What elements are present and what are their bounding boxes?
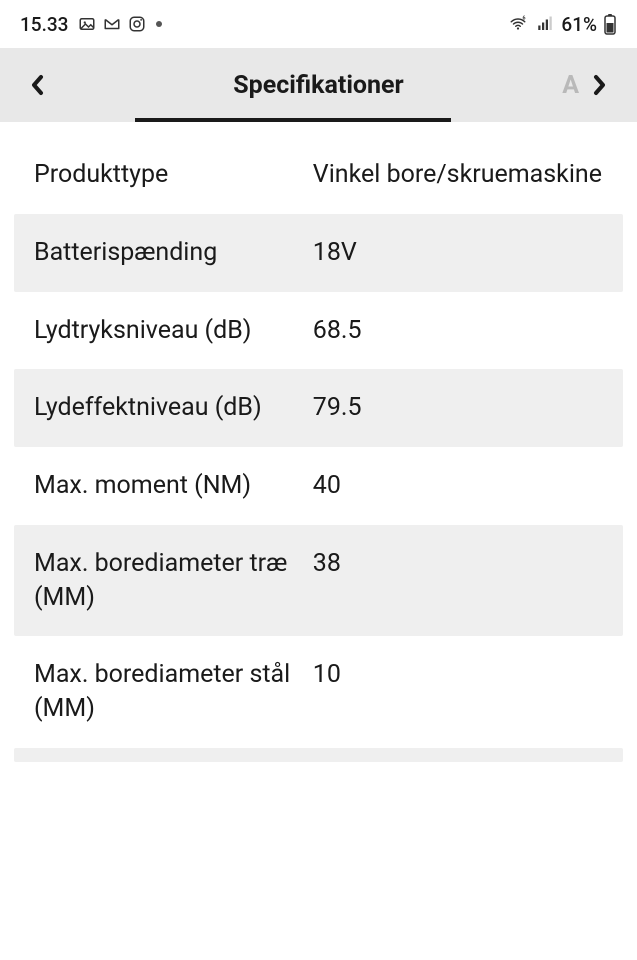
status-notification-icons [78, 15, 162, 33]
android-status-bar: 15.33 6 61% [0, 0, 637, 48]
table-row: Max. borediameter stål (MM) 10 [14, 636, 623, 748]
tab-active-underline [135, 118, 451, 122]
spec-label: Batterispænding [34, 236, 313, 270]
spec-label: Lydeffektniveau (dB) [34, 391, 313, 425]
gmail-icon [102, 15, 122, 33]
table-row: Lydtryksniveau (dB) 68.5 [14, 292, 623, 370]
spec-value: 38 [313, 547, 603, 615]
spec-value: Vinkel bore/skruemaskine [313, 158, 603, 192]
table-row: Produkttype Vinkel bore/skruemaskine [14, 136, 623, 214]
tab-title-wrap: Specifikationer [58, 71, 579, 100]
spec-label: Lydtryksniveau (dB) [34, 314, 313, 348]
status-time: 15.33 [20, 13, 68, 36]
status-left: 15.33 [20, 13, 162, 36]
battery-percentage: 61% [561, 13, 597, 36]
spec-value: 10 [313, 658, 603, 726]
tab-next-button[interactable] [579, 65, 619, 105]
spec-label: Max. borediameter stål (MM) [34, 658, 313, 726]
spec-label: Produkttype [34, 158, 313, 192]
tab-bar: Specifikationer A [0, 48, 637, 122]
tab-prev-button[interactable] [18, 65, 58, 105]
tab-next-hint[interactable]: A [562, 71, 579, 100]
spec-value: 40 [313, 469, 603, 503]
table-row: Max. borediameter træ (MM) 38 [14, 525, 623, 637]
battery-icon [603, 13, 617, 35]
svg-text:6: 6 [523, 16, 526, 22]
spec-label: Max. moment (NM) [34, 469, 313, 503]
signal-icon [535, 15, 555, 33]
spec-value: 18V [313, 236, 603, 270]
spec-label: Max. borediameter træ (MM) [34, 547, 313, 615]
status-right: 6 61% [507, 13, 617, 36]
more-notifications-dot [156, 21, 162, 27]
table-row: Max. moment (NM) 40 [14, 447, 623, 525]
table-row: Lydeffektniveau (dB) 79.5 [14, 369, 623, 447]
spec-value: 68.5 [313, 314, 603, 348]
next-row-peek [14, 748, 623, 762]
wifi-icon: 6 [507, 15, 529, 33]
spec-value: 79.5 [313, 391, 603, 425]
instagram-icon [128, 15, 146, 33]
picture-icon [78, 15, 96, 33]
table-row: Batterispænding 18V [14, 214, 623, 292]
spec-table: Produkttype Vinkel bore/skruemaskine Bat… [0, 122, 637, 748]
tab-active-title[interactable]: Specifikationer [233, 71, 403, 100]
